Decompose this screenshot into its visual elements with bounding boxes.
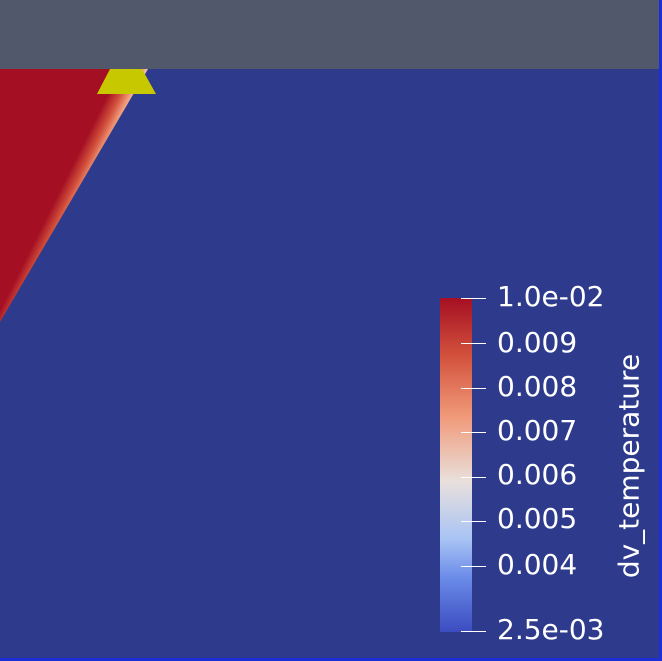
temperature-front-gradient bbox=[0, 69, 148, 322]
tick-mark bbox=[461, 566, 486, 567]
tick-mark bbox=[461, 432, 486, 433]
tick-mark bbox=[461, 343, 486, 344]
tick-label: 0.004 bbox=[497, 548, 578, 581]
tick-mark bbox=[461, 631, 486, 632]
top-boundary-band bbox=[0, 0, 662, 69]
scalar-bar: 1.0e-02 0.009 0.008 0.007 0.006 0.005 0.… bbox=[439, 283, 649, 644]
scalar-bar-title: dv_temperature bbox=[612, 353, 646, 579]
tick-label: 0.009 bbox=[497, 326, 578, 359]
source-marker bbox=[97, 69, 156, 94]
tick-label: 0.007 bbox=[497, 414, 578, 447]
tick-label: 0.006 bbox=[497, 458, 578, 491]
tick-mark bbox=[461, 298, 486, 299]
tick-mark bbox=[461, 521, 486, 522]
high-temperature-region bbox=[0, 69, 112, 262]
tick-mark bbox=[461, 477, 486, 478]
tick-label: 1.0e-02 bbox=[497, 280, 605, 313]
color-ramp bbox=[440, 298, 472, 632]
tick-label: 0.005 bbox=[497, 502, 578, 535]
tick-mark bbox=[461, 388, 486, 389]
tick-label: 2.5e-03 bbox=[497, 613, 605, 646]
tick-label: 0.008 bbox=[497, 370, 578, 403]
